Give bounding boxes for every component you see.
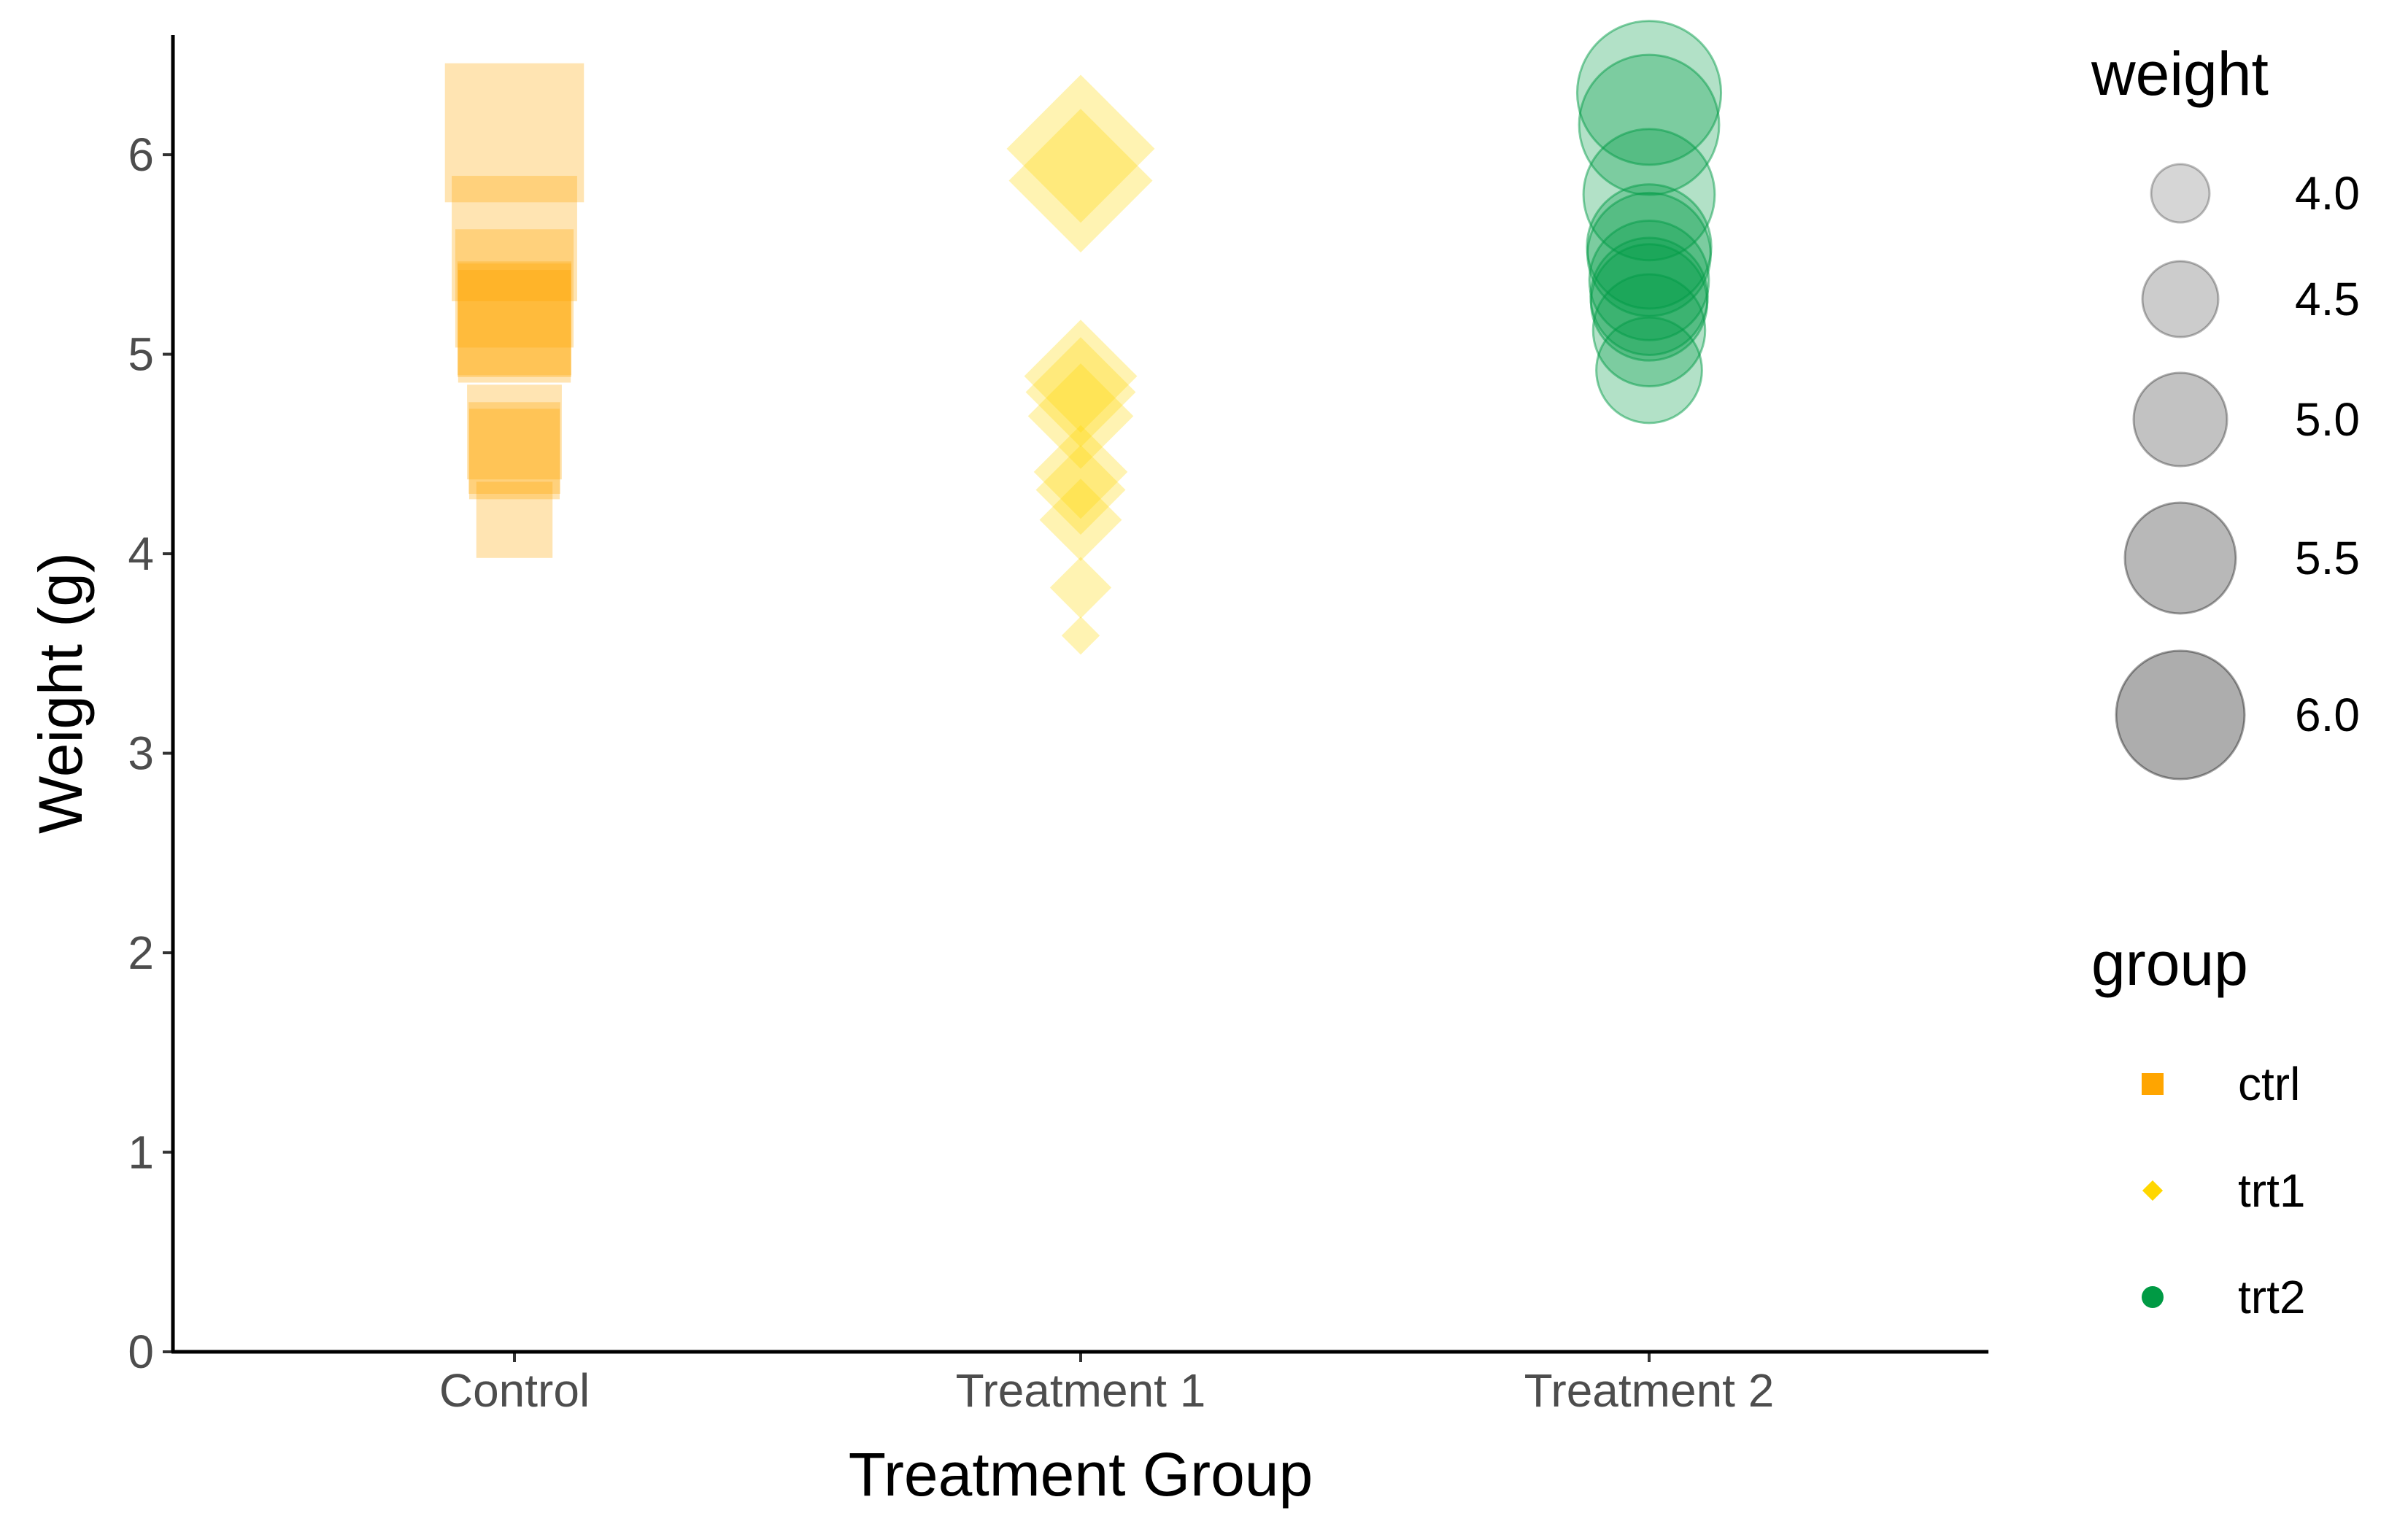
data-point-trt2 <box>1578 53 1721 196</box>
data-point-trt1 <box>1008 109 1153 253</box>
plot-area: 0 1 2 3 4 5 6 Control Treatment 1 Treatment 2 <box>128 20 1988 1417</box>
group-legend-label: ctrl <box>2238 1058 2300 1110</box>
x-tick-label: Treatment 2 <box>1524 1364 1775 1417</box>
size-legend: weight 4.0 4.5 5.0 5.5 6.0 <box>2091 39 2360 781</box>
data-point-ctrl <box>457 261 572 376</box>
data-point-trt2 <box>1589 243 1709 362</box>
data-point-ctrl <box>476 481 553 558</box>
group-legend-key <box>2142 1286 2164 1308</box>
x-tick-label: Control <box>439 1364 590 1417</box>
data-point-trt2 <box>1595 316 1703 425</box>
data-point-trt1 <box>1033 425 1128 519</box>
y-tick-label: 0 <box>128 1326 154 1378</box>
data-point-ctrl <box>468 402 560 494</box>
group-legend: group ctrl trt1 trt2 <box>2091 929 2305 1323</box>
data-point-trt1 <box>1025 337 1136 447</box>
data-point-trt1 <box>1039 479 1122 561</box>
x-tick-label: Treatment 1 <box>956 1364 1206 1417</box>
size-legend-title: weight <box>2091 39 2269 108</box>
data-point-trt2 <box>1586 183 1713 310</box>
size-legend-label: 4.5 <box>2295 273 2360 325</box>
size-legend-label: 6.0 <box>2295 689 2360 741</box>
data-point-ctrl <box>458 263 571 377</box>
data-point-ctrl <box>458 270 571 383</box>
data-point-trt1 <box>1035 445 1126 535</box>
data-point-trt1 <box>1061 616 1100 655</box>
size-legend-key <box>2132 371 2228 468</box>
data-point-ctrl <box>468 409 560 500</box>
data-point-trt1 <box>1006 74 1155 223</box>
group-legend-label: trt1 <box>2238 1164 2305 1217</box>
size-legend-label: 5.0 <box>2295 393 2360 446</box>
size-legend-label: 4.0 <box>2295 167 2360 220</box>
data-point-ctrl <box>452 176 577 301</box>
x-axis-title: Treatment Group <box>849 1440 1313 1509</box>
y-axis-ticks: 0 1 2 3 4 5 6 <box>128 128 173 1378</box>
data-points <box>444 20 1723 655</box>
size-legend-key <box>2150 163 2211 224</box>
group-legend-label: trt2 <box>2238 1271 2305 1323</box>
y-tick-label: 6 <box>128 128 154 181</box>
group-legend-key <box>2142 1073 2164 1095</box>
data-point-ctrl <box>455 229 574 348</box>
y-tick-label: 5 <box>128 328 154 381</box>
data-point-trt2 <box>1588 220 1710 341</box>
data-point-trt2 <box>1589 236 1709 357</box>
data-point-trt2 <box>1582 128 1716 262</box>
data-point-trt2 <box>1575 20 1723 166</box>
size-legend-key <box>2115 649 2246 781</box>
y-tick-label: 3 <box>128 727 154 780</box>
data-point-trt1 <box>1024 320 1138 433</box>
data-point-trt2 <box>1586 191 1712 317</box>
group-legend-title: group <box>2091 929 2248 998</box>
data-point-ctrl <box>467 384 562 480</box>
size-legend-key <box>2141 260 2220 338</box>
y-tick-label: 2 <box>128 926 154 979</box>
size-legend-key <box>2123 501 2237 615</box>
y-tick-label: 1 <box>128 1126 154 1179</box>
data-point-trt1 <box>1049 557 1112 619</box>
data-point-trt1 <box>1027 363 1134 469</box>
group-legend-key <box>2142 1180 2164 1202</box>
y-tick-label: 4 <box>128 527 154 580</box>
x-axis-ticks: Control Treatment 1 Treatment 2 <box>439 1352 1774 1417</box>
data-point-ctrl <box>444 63 584 203</box>
size-legend-label: 5.5 <box>2295 532 2360 584</box>
data-point-trt2 <box>1591 273 1707 388</box>
y-axis-title: Weight (g) <box>26 552 95 834</box>
